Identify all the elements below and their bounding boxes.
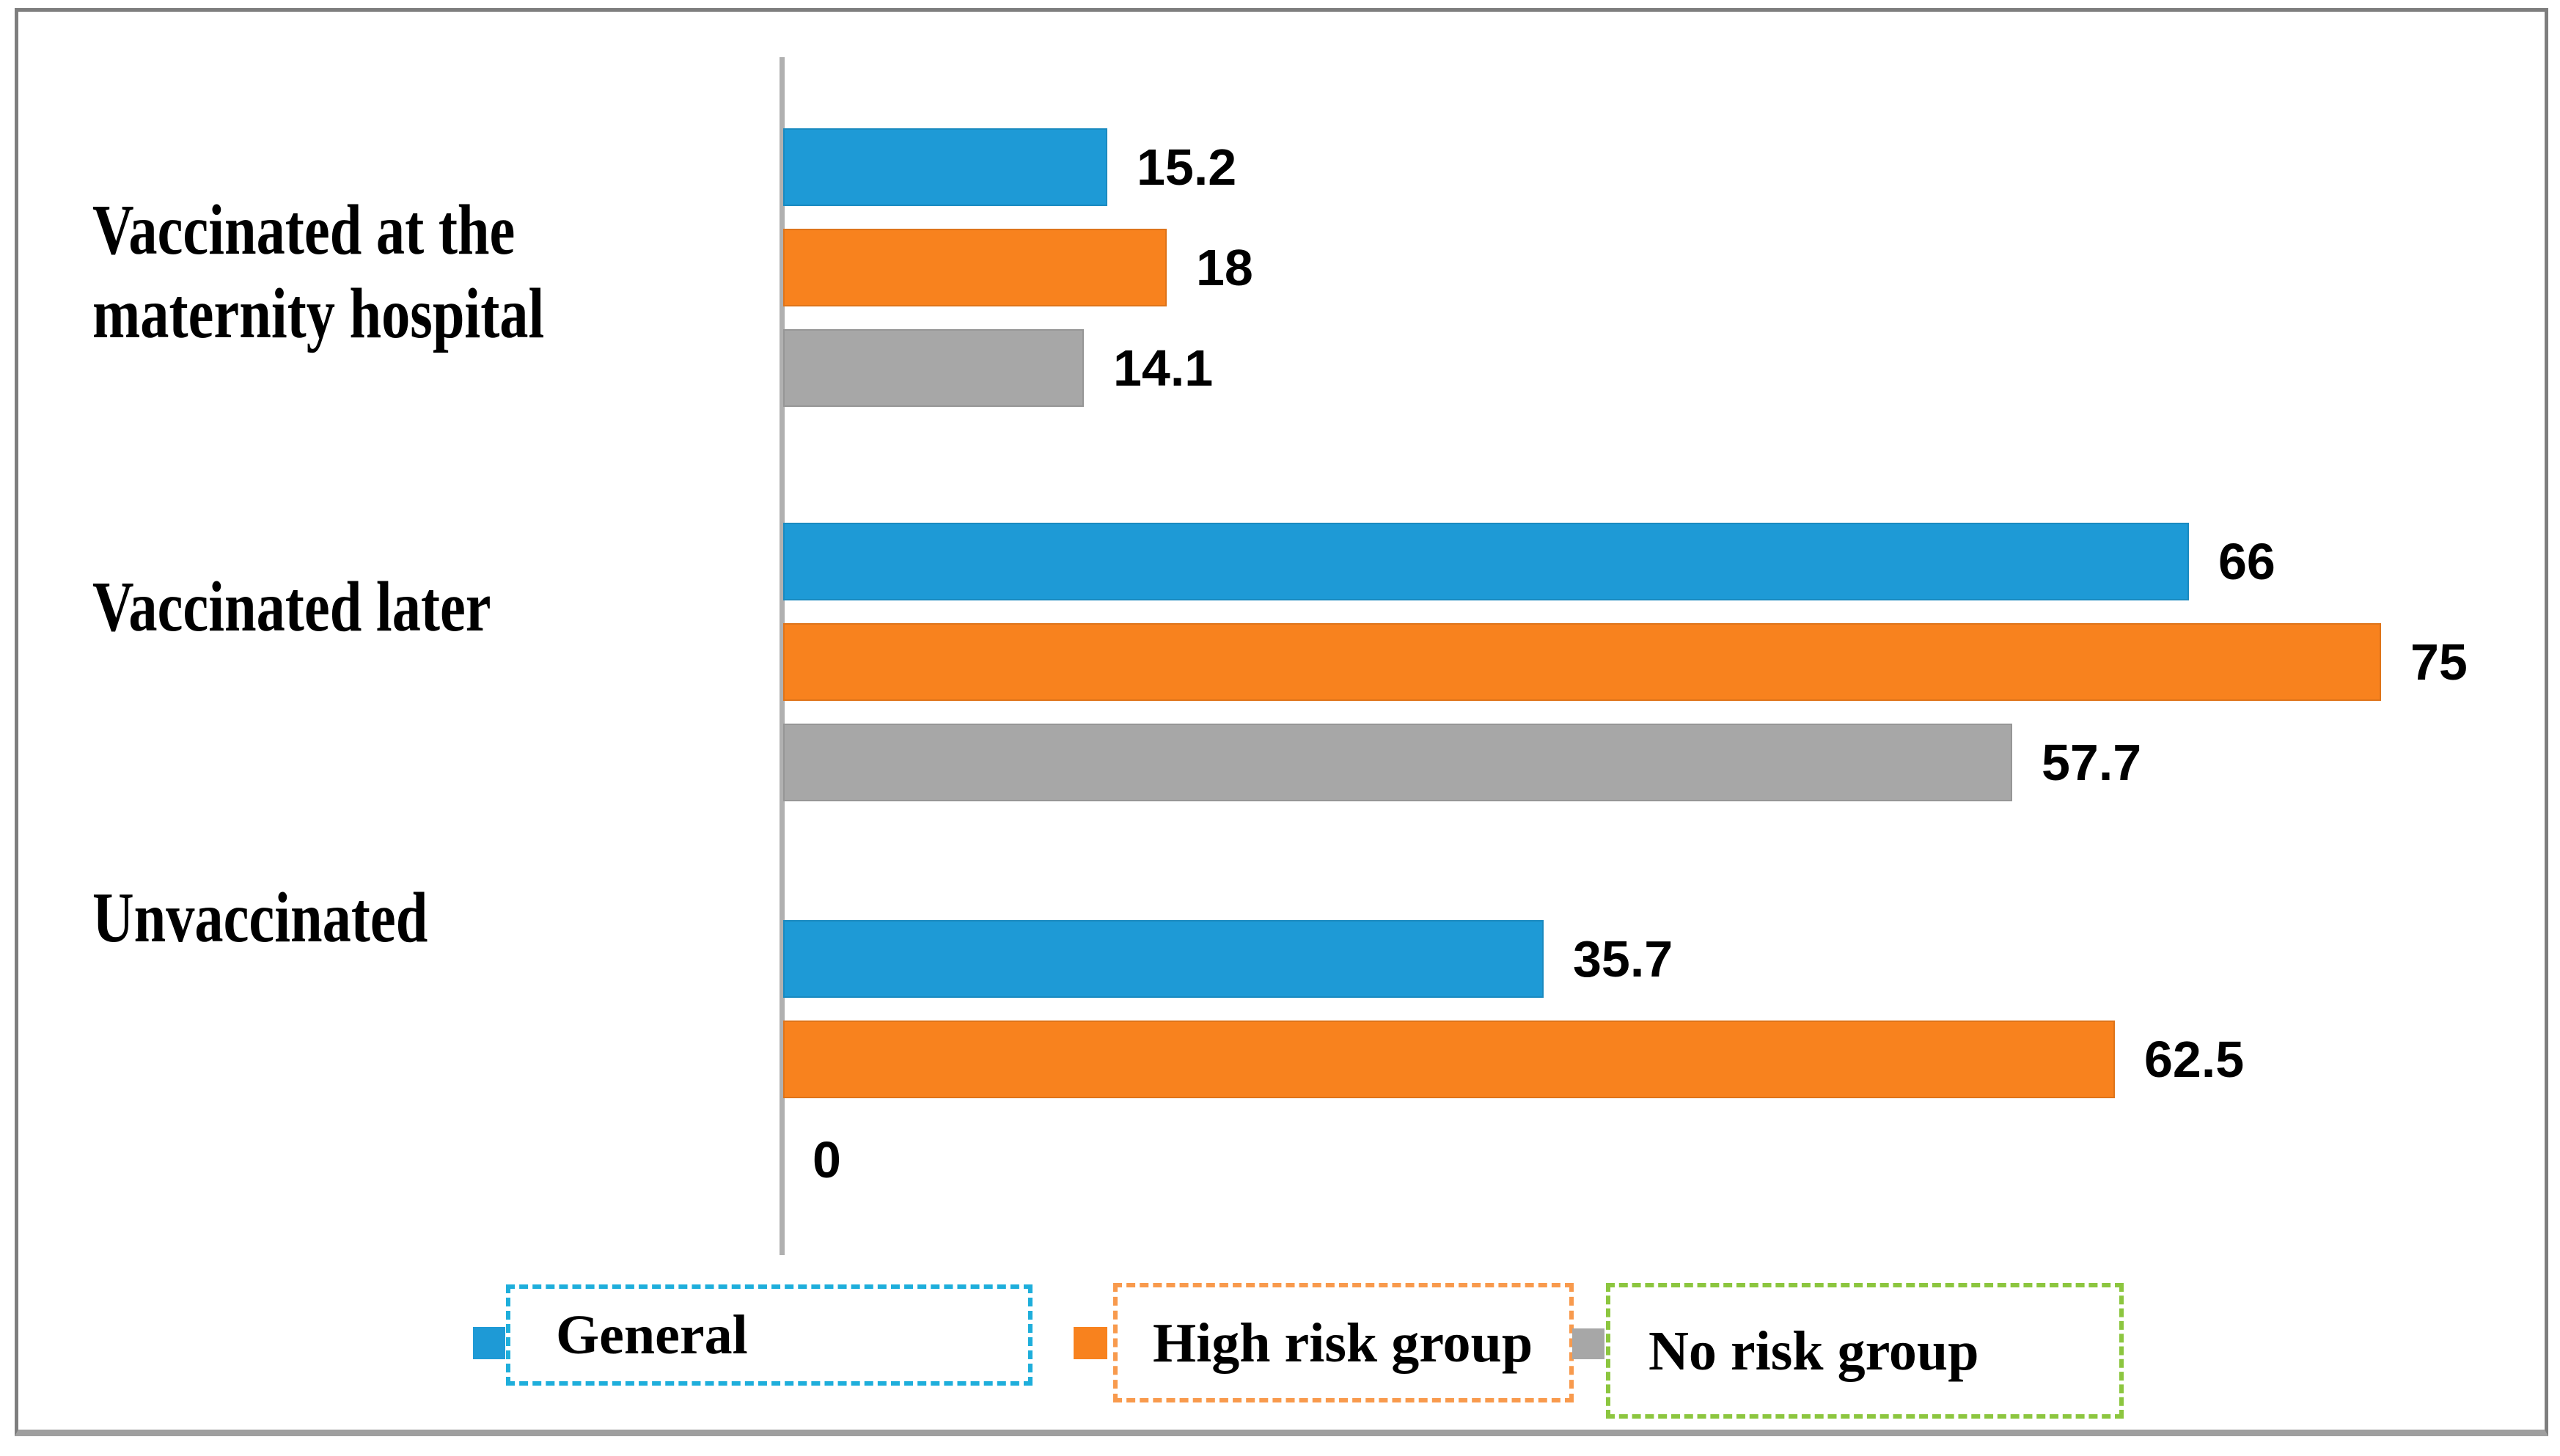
data-label-series-0-category-0: 15.2 — [1137, 139, 1237, 196]
data-label-series-2-category-0: 14.1 — [1113, 339, 1214, 397]
bar-series-1-category-1 — [783, 623, 2381, 701]
category-label-maternity: Vaccinated at the maternity hospital — [92, 191, 545, 353]
bar-series-0-category-1 — [783, 523, 2189, 600]
legend-marker-no-risk — [1572, 1328, 1604, 1359]
y-axis-line — [780, 57, 785, 1255]
data-label-series-1-category-0: 18 — [1196, 239, 1253, 296]
bar-series-2-category-1 — [783, 724, 2012, 801]
legend-item-general: General — [506, 1284, 1033, 1386]
legend-label-high-risk: High risk group — [1153, 1312, 1533, 1374]
legend-marker-general — [473, 1327, 505, 1359]
data-label-series-1-category-1: 75 — [2410, 633, 2468, 691]
bar-series-2-category-0 — [783, 329, 1084, 407]
legend-label-no-risk: No risk group — [1648, 1320, 1979, 1382]
data-label-series-0-category-1: 66 — [2218, 533, 2275, 590]
bar-series-0-category-2 — [783, 920, 1544, 998]
data-label-series-1-category-2: 62.5 — [2144, 1031, 2245, 1088]
bar-series-0-category-0 — [783, 128, 1107, 206]
legend-marker-high-risk — [1074, 1327, 1107, 1359]
bar-series-1-category-0 — [783, 229, 1167, 306]
data-label-series-2-category-2: 0 — [813, 1131, 841, 1188]
bar-series-1-category-2 — [783, 1021, 2115, 1098]
legend-label-general: General — [556, 1304, 748, 1366]
data-label-series-2-category-1: 57.7 — [2042, 734, 2142, 791]
category-label-later: Vaccinated later — [92, 567, 491, 647]
chart-frame — [15, 8, 2548, 1436]
category-label-unvaccinated: Unvaccinated — [92, 878, 428, 957]
legend-item-no-risk: No risk group — [1606, 1283, 2124, 1419]
data-label-series-0-category-2: 35.7 — [1573, 930, 1673, 988]
legend-item-high-risk: High risk group — [1113, 1283, 1574, 1402]
